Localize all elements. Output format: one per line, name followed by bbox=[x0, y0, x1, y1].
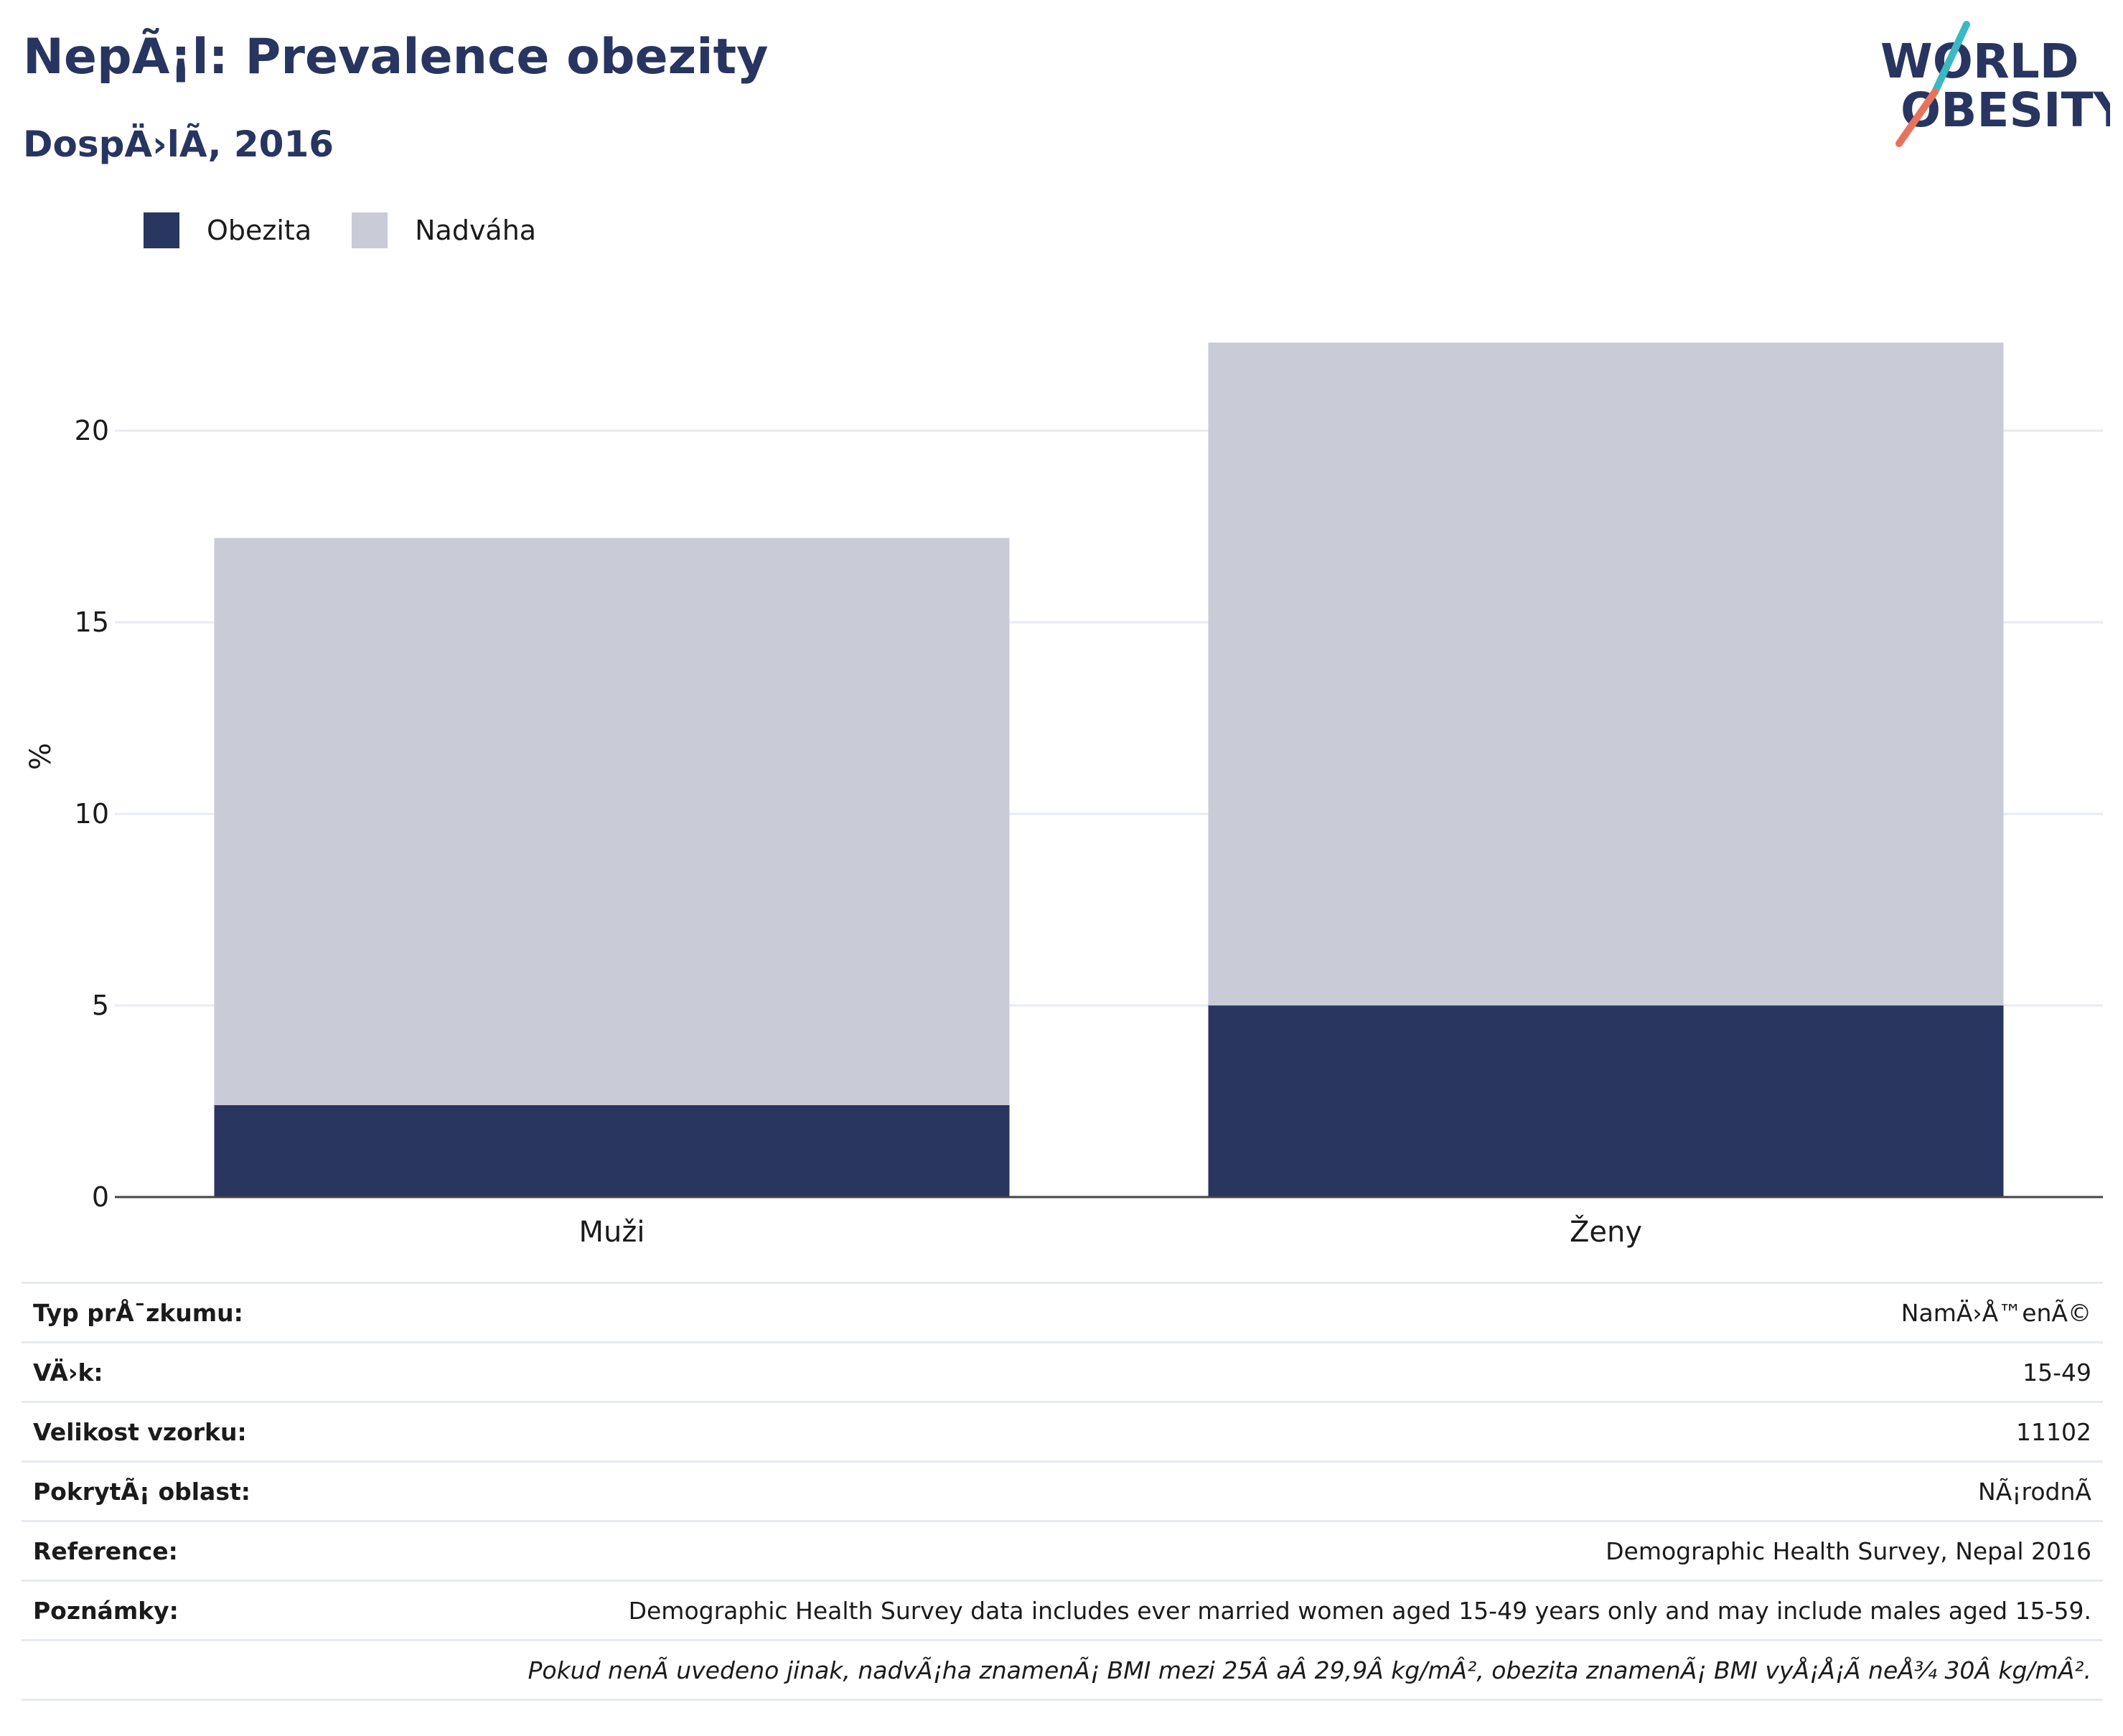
legend-item-nadvaha: Nadváha bbox=[352, 212, 536, 248]
bars bbox=[214, 342, 2004, 1197]
table-row-footnote: Pokud nenÃ uvedeno jinak, nadvÃ¡ha zname… bbox=[22, 1639, 2103, 1701]
info-value: NamÄ›Å™enÃ© bbox=[311, 1282, 2103, 1343]
world-obesity-logo: WORLD OBESITY bbox=[1880, 21, 2110, 147]
y-tick-label: 0 bbox=[92, 1181, 109, 1213]
bar-nadvaha bbox=[1208, 342, 2004, 1006]
info-value: 15-49 bbox=[311, 1341, 2103, 1402]
bar-obezita bbox=[1208, 1005, 2004, 1197]
y-tick-label: 5 bbox=[92, 990, 109, 1021]
y-tick-label: 10 bbox=[75, 798, 109, 830]
table-row: Velikost vzorku: 11102 bbox=[22, 1401, 2103, 1462]
info-key: Velikost vzorku: bbox=[22, 1401, 311, 1462]
info-value: Demographic Health Survey data includes … bbox=[311, 1580, 2103, 1641]
bar-obezita bbox=[214, 1104, 1010, 1197]
table-row: Poznámky: Demographic Health Survey data… bbox=[22, 1580, 2103, 1641]
logo-slash-top bbox=[1931, 21, 1970, 95]
chart-legend: Obezita Nadváha bbox=[144, 212, 576, 248]
legend-label-obezita: Obezita bbox=[207, 215, 312, 246]
stacked-bar-chart: 0 5 10 15 20 Muži Ženy% bbox=[24, 342, 2103, 1249]
y-tick-label: 15 bbox=[75, 606, 109, 638]
info-key: PokrytÃ¡ oblast: bbox=[22, 1460, 311, 1521]
bar-nadvaha bbox=[214, 538, 1010, 1105]
info-key: Poznámky: bbox=[22, 1580, 311, 1641]
info-key: Typ prÅ¯zkumu: bbox=[22, 1282, 311, 1343]
table-row: VÄ›k: 15-49 bbox=[22, 1341, 2103, 1402]
table-row: Typ prÅ¯zkumu: NamÄ›Å™enÃ© bbox=[22, 1282, 2103, 1343]
table-row: PokrytÃ¡ oblast: NÃ¡rodnÃ bbox=[22, 1460, 2103, 1521]
axes: 0 5 10 15 20 Muži Ženy% bbox=[24, 415, 2103, 1249]
y-axis-label: % bbox=[24, 743, 57, 770]
info-value: 11102 bbox=[311, 1401, 2103, 1462]
survey-info-table: Typ prÅ¯zkumu: NamÄ›Å™enÃ© VÄ›k: 15-49 V… bbox=[22, 1282, 2103, 1701]
x-tick-label: Muži bbox=[579, 1216, 645, 1249]
legend-item-obezita: Obezita bbox=[144, 212, 311, 248]
table-row: Reference: Demographic Health Survey, Ne… bbox=[22, 1520, 2103, 1581]
info-key: Reference: bbox=[22, 1520, 311, 1581]
x-tick-label: Ženy bbox=[1570, 1214, 1642, 1249]
legend-swatch-obezita bbox=[144, 212, 179, 248]
logo-line1: WORLD bbox=[1880, 34, 2079, 89]
info-key: VÄ›k: bbox=[22, 1341, 311, 1402]
footnote: Pokud nenÃ uvedeno jinak, nadvÃ¡ha zname… bbox=[22, 1639, 2103, 1701]
legend-label-nadvaha: Nadváha bbox=[415, 215, 537, 246]
logo-slash-bottom bbox=[1895, 88, 1939, 147]
y-tick-label: 20 bbox=[75, 415, 109, 446]
page-subtitle: DospÄ›lÃ, 2016 bbox=[23, 123, 334, 165]
legend-swatch-nadvaha bbox=[352, 212, 388, 248]
page-title: NepÃ¡l: Prevalence obezity bbox=[23, 29, 769, 85]
info-value: NÃ¡rodnÃ bbox=[311, 1460, 2103, 1521]
info-value: Demographic Health Survey, Nepal 2016 bbox=[311, 1520, 2103, 1581]
